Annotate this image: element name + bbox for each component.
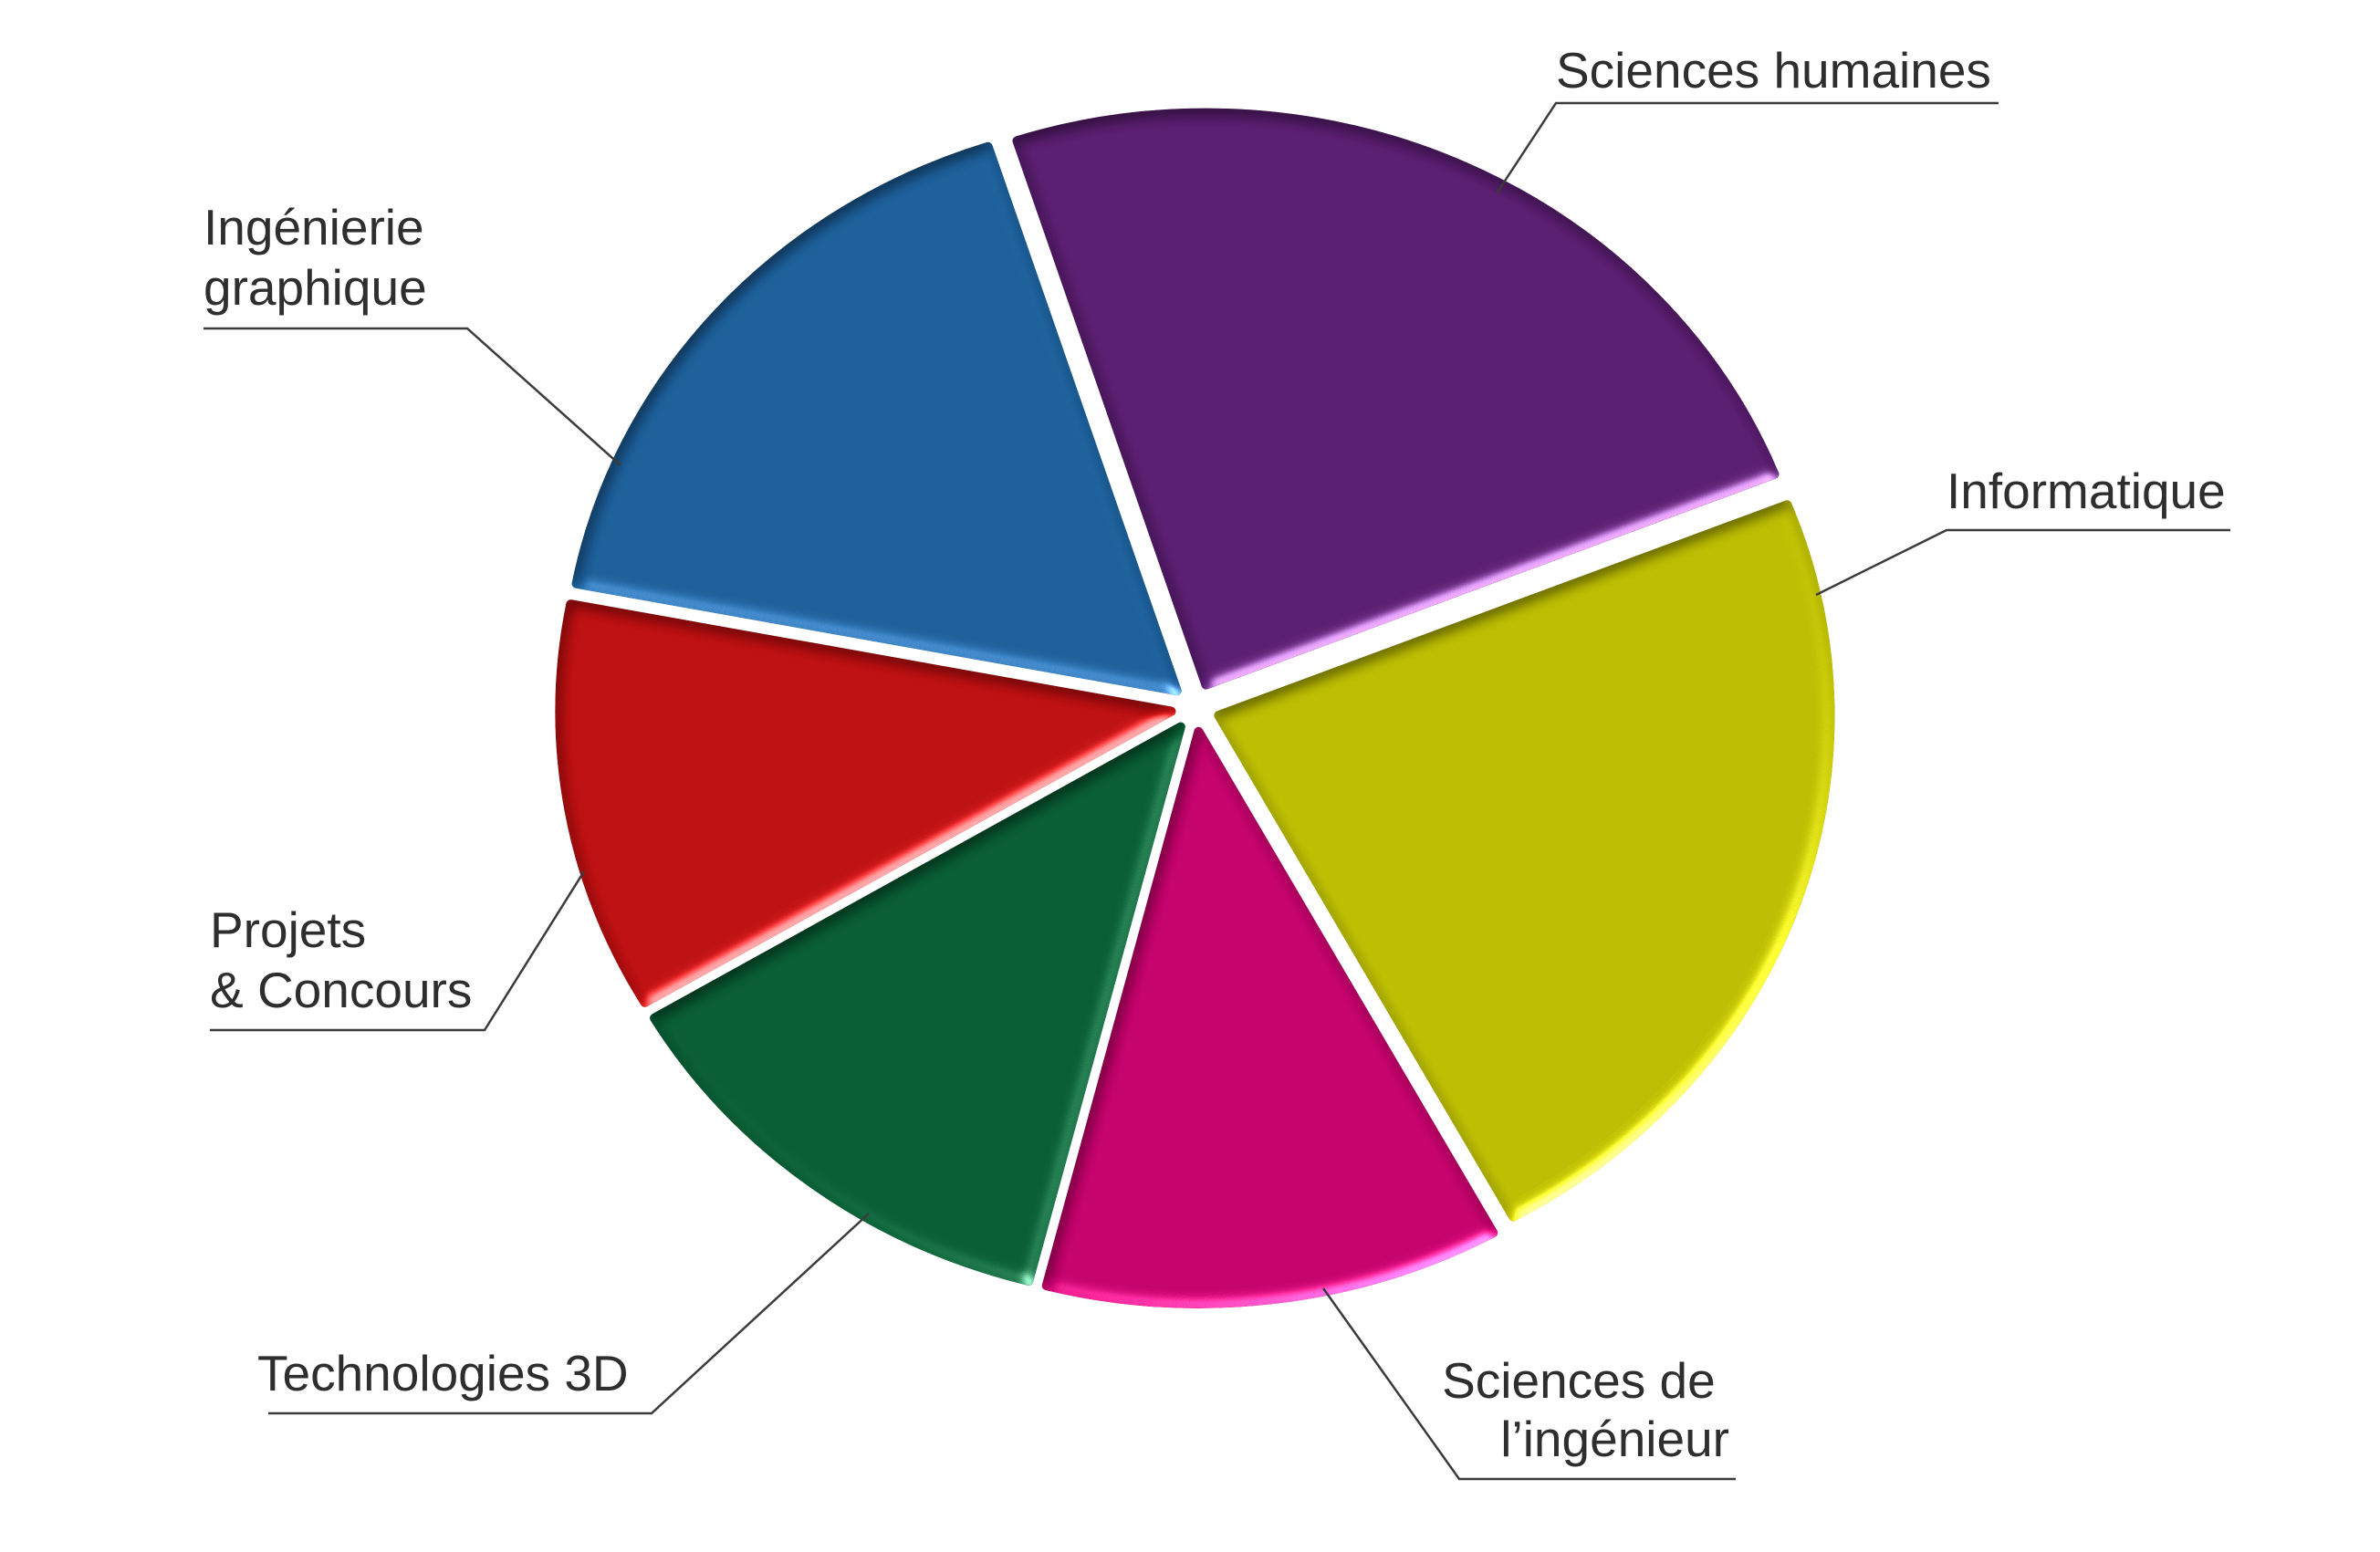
leader-line-sciences-de-lingenieur bbox=[1321, 1287, 1736, 1481]
slice-label-line: Technologies 3D bbox=[257, 1345, 629, 1401]
leader-line-projets-concours bbox=[210, 870, 586, 1032]
pie-slice-sciences-humaines bbox=[1012, 108, 1780, 690]
slice-label-sciences-de-lingenieur: Sciences de l’ingénieur bbox=[1442, 1352, 1729, 1467]
slice-label-line: Sciences humaines bbox=[1556, 42, 1991, 99]
pie-slices bbox=[555, 108, 1835, 1308]
pie-slice-projets-concours bbox=[555, 599, 1176, 1007]
slice-label-group-informatique: Informatique bbox=[1815, 463, 2230, 597]
slice-label-projets-concours: Projets & Concours bbox=[210, 901, 472, 1018]
slice-label-ingenierie-graphique: Ingénierie graphique bbox=[204, 199, 438, 316]
pie-slice-ingenierie-graphique bbox=[571, 141, 1182, 696]
slice-label-group-technologies-3d: Technologies 3D bbox=[257, 1213, 870, 1415]
slice-label-sciences-humaines: Sciences humaines bbox=[1556, 42, 1991, 99]
slice-label-line: l’ingénieur bbox=[1500, 1411, 1729, 1467]
slice-label-group-sciences-de-lingenieur: Sciences de l’ingénieur bbox=[1321, 1287, 1736, 1481]
leader-line-ingenierie-graphique bbox=[204, 327, 621, 466]
pie-slice-informatique bbox=[1214, 500, 1835, 1222]
slice-label-line: & Concours bbox=[210, 962, 472, 1018]
leader-line-informatique bbox=[1815, 528, 2230, 597]
pie-slice-sciences-de-lingenieur bbox=[1041, 726, 1498, 1308]
leader-line-technologies-3d bbox=[268, 1213, 870, 1415]
pie-slice-technologies-3d bbox=[650, 722, 1185, 1286]
slice-label-line: graphique bbox=[204, 259, 427, 316]
slice-label-line: Projets bbox=[210, 901, 366, 958]
slice-label-group-ingenierie-graphique: Ingénierie graphique bbox=[204, 199, 621, 466]
slice-label-line: Ingénierie bbox=[204, 199, 424, 255]
slice-label-line: Informatique bbox=[1947, 463, 2226, 519]
slice-label-line: Sciences de bbox=[1442, 1352, 1716, 1409]
slice-label-informatique: Informatique bbox=[1947, 463, 2226, 519]
slice-label-group-projets-concours: Projets & Concours bbox=[210, 870, 586, 1032]
slice-label-group-sciences-humaines: Sciences humaines bbox=[1495, 42, 1999, 194]
leader-line-sciences-humaines bbox=[1495, 101, 1999, 194]
slice-label-technologies-3d: Technologies 3D bbox=[257, 1345, 629, 1401]
